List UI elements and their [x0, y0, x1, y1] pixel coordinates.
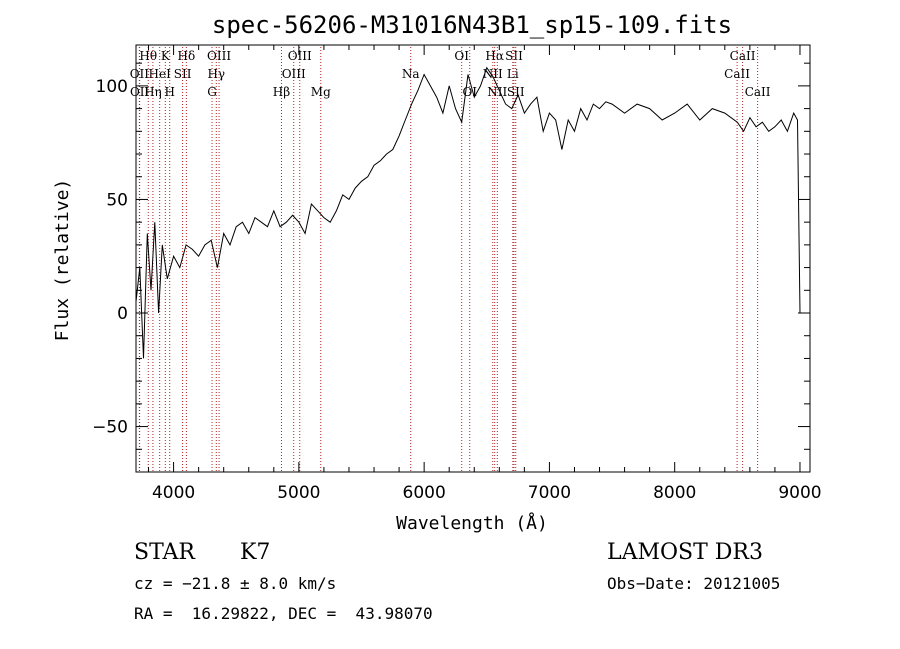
axis-ticks: 4000 5000 6000 7000 8000 9000 −50 0 50 100: [92, 45, 822, 503]
line-marker-label-22: SII: [505, 49, 523, 63]
line-marker-label-16: Na: [402, 67, 420, 81]
line-marker-label-15: Mg: [311, 85, 331, 99]
chart-title: spec-56206-M31016N43B1_sp15-109.fits: [212, 11, 732, 39]
line-marker-label-25: CaII: [730, 49, 756, 63]
obs-date: Obs−Date: 20121005: [607, 574, 781, 593]
spectrum-series: [135, 66, 801, 359]
object-subclass: K7: [240, 540, 271, 565]
y-tick-label-3: 100: [96, 77, 128, 97]
x-tick-label-3: 7000: [528, 483, 571, 503]
line-marker-label-17: OI: [454, 49, 469, 63]
line-marker-label-6: H: [164, 85, 174, 99]
line-marker-label-12: OIII: [288, 49, 312, 63]
line-marker-label-0: Hθ: [139, 49, 157, 63]
line-marker-label-3: K: [161, 49, 171, 63]
y-tick-label-2: 50: [106, 190, 128, 210]
plot-frame: [135, 44, 811, 473]
spectrum-line-0: [135, 66, 801, 359]
line-marker-label-11: G: [207, 85, 217, 99]
line-marker-label-2: OII: [130, 85, 150, 99]
line-marker-label-19: Hα: [485, 49, 504, 63]
redshift-cz: cz = −21.8 ± 8.0 km/s: [134, 574, 337, 593]
line-marker-label-5: Hη: [144, 85, 162, 99]
x-tick-label-5: 9000: [778, 483, 821, 503]
object-class: STAR: [134, 540, 195, 565]
coordinates: RA = 16.29822, DEC = 43.98070: [134, 604, 433, 623]
line-marker-label-8: SII: [174, 67, 192, 81]
line-marker-label-27: CaII: [745, 85, 771, 99]
line-marker-label-24: SII: [507, 85, 525, 99]
line-marker-label-14: Hβ: [273, 85, 290, 99]
x-axis-label: Wavelength (Å): [396, 512, 548, 534]
line-marker-label-4: HeI: [149, 67, 172, 81]
line-marker-label-23: Li: [507, 67, 519, 81]
x-tick-label-4: 8000: [653, 483, 696, 503]
line-marker-label-26: CaII: [724, 67, 750, 81]
line-marker-label-20: NII: [483, 67, 503, 81]
survey-name: LAMOST DR3: [607, 540, 763, 565]
x-tick-label-0: 4000: [152, 483, 195, 503]
line-marker-label-13: OIII: [282, 67, 306, 81]
line-marker-label-9: OIII: [207, 49, 231, 63]
y-tick-label-1: 0: [117, 304, 128, 324]
x-tick-label-1: 5000: [277, 483, 320, 503]
line-marker-label-7: Hδ: [178, 49, 196, 63]
line-marker-label-21: NII: [487, 85, 507, 99]
y-tick-label-0: −50: [92, 418, 128, 438]
x-tick-label-2: 6000: [403, 483, 446, 503]
y-axis-label: Flux (relative): [52, 179, 73, 342]
line-marker-label-10: Hγ: [207, 67, 225, 81]
